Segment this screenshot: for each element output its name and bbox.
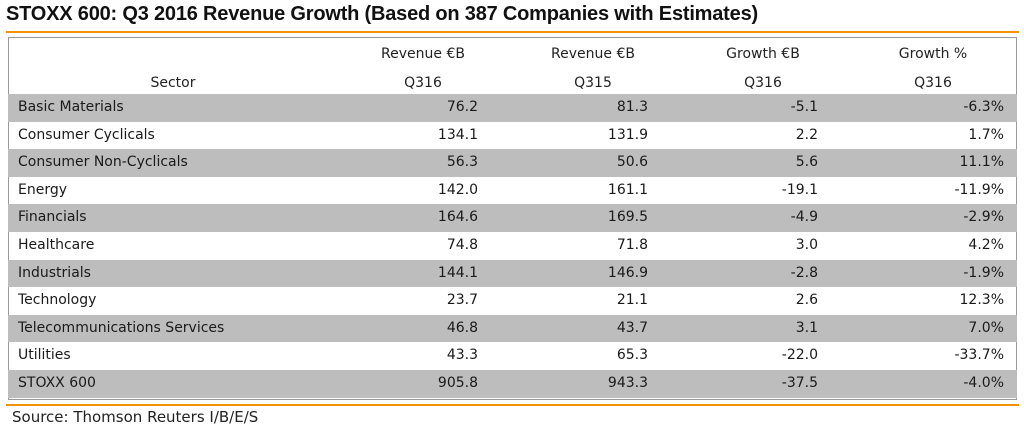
table-row: Telecommunications Services 46.8 43.7 3.… — [8, 314, 1017, 343]
cell-growth-pct: 12.3% — [959, 292, 1004, 309]
cell-sector: Consumer Non-Cyclicals — [18, 154, 188, 171]
cell-growth-eur: 3.0 — [795, 236, 818, 253]
cell-growth-eur: -22.0 — [781, 347, 818, 364]
cell-revenue-q315: 169.5 — [607, 209, 648, 226]
header-revenue-q315-line2: Q315 — [574, 75, 612, 91]
cell-total-growth-pct: -4.0% — [963, 374, 1004, 391]
cell-sector: Utilities — [18, 347, 71, 364]
table-row: Financials 164.6 169.5 -4.9 -2.9% — [8, 204, 1017, 232]
header-growth-eur-line1: Growth €B — [726, 46, 800, 62]
cell-growth-pct: -33.7% — [954, 347, 1004, 364]
cell-revenue-q315: 65.3 — [616, 347, 648, 364]
cell-growth-pct: -2.9% — [963, 209, 1004, 226]
cell-growth-pct: 1.7% — [968, 126, 1004, 143]
cell-growth-pct: -1.9% — [963, 264, 1004, 281]
title-divider — [6, 31, 1019, 33]
header-growth-eur-line2: Q316 — [744, 75, 782, 91]
table-row: Healthcare 74.8 71.8 3.0 4.2% — [8, 232, 1017, 260]
cell-growth-eur: -5.1 — [790, 99, 818, 115]
header-revenue-q315-line1: Revenue €B — [551, 46, 635, 62]
footer-divider — [6, 404, 1019, 406]
cell-growth-eur: -19.1 — [781, 181, 818, 198]
revenue-table: Sector Revenue €B Q316 Revenue €B Q315 G… — [8, 37, 1017, 398]
source-note: Source: Thomson Reuters I/B/E/S — [12, 408, 259, 426]
table-row: Basic Materials 76.2 81.3 -5.1 -6.3% — [8, 94, 1017, 122]
table-row: Technology 23.7 21.1 2.6 12.3% — [8, 287, 1017, 315]
header-revenue-q316: Revenue €B Q316 — [358, 37, 488, 94]
cell-revenue-q316: 56.3 — [446, 154, 478, 171]
cell-total-revenue-q315: 943.3 — [607, 374, 648, 391]
cell-revenue-q316: 164.6 — [437, 209, 478, 226]
header-revenue-q316-line2: Q316 — [404, 75, 442, 91]
cell-revenue-q316: 134.1 — [437, 126, 478, 143]
cell-revenue-q316: 46.8 — [446, 319, 478, 336]
cell-sector: Basic Materials — [18, 99, 124, 115]
cell-total-sector: STOXX 600 — [18, 374, 96, 391]
table-row: Utilities 43.3 65.3 -22.0 -33.7% — [8, 342, 1017, 370]
table-title: STOXX 600: Q3 2016 Revenue Growth (Based… — [6, 3, 758, 25]
cell-growth-eur: 2.2 — [795, 126, 818, 143]
header-growth-pct-line2: Q316 — [914, 75, 952, 91]
cell-sector: Financials — [18, 209, 87, 226]
cell-growth-eur: 3.1 — [795, 319, 818, 336]
cell-sector: Industrials — [18, 264, 91, 281]
cell-growth-pct: 4.2% — [968, 236, 1004, 253]
cell-growth-pct: -11.9% — [954, 181, 1004, 198]
cell-sector: Energy — [18, 181, 68, 198]
table-row: Consumer Cyclicals 134.1 131.9 2.2 1.7% — [8, 122, 1017, 150]
header-revenue-q315: Revenue €B Q315 — [528, 37, 658, 94]
cell-sector: Technology — [18, 292, 97, 309]
cell-revenue-q316: 74.8 — [446, 236, 478, 253]
header-growth-pct-line1: Growth % — [898, 46, 968, 62]
cell-revenue-q315: 71.8 — [616, 236, 648, 253]
table-row: Energy 142.0 161.1 -19.1 -11.9% — [8, 177, 1017, 205]
cell-revenue-q316: 23.7 — [446, 292, 478, 309]
cell-growth-eur: 2.6 — [795, 292, 818, 309]
header-revenue-q316-line1: Revenue €B — [381, 46, 465, 62]
cell-revenue-q316: 43.3 — [446, 347, 478, 364]
cell-sector: Consumer Cyclicals — [18, 126, 155, 143]
cell-revenue-q315: 161.1 — [607, 181, 648, 198]
cell-sector: Telecommunications Services — [18, 319, 225, 336]
cell-revenue-q316: 144.1 — [437, 264, 478, 281]
cell-growth-eur: -4.9 — [790, 209, 818, 226]
cell-growth-eur: -2.8 — [790, 264, 818, 281]
cell-total-growth-eur: -37.5 — [781, 374, 818, 391]
cell-revenue-q316: 142.0 — [437, 181, 478, 198]
header-sector: Sector — [98, 37, 248, 94]
cell-total-revenue-q316: 905.8 — [437, 374, 478, 391]
cell-revenue-q315: 81.3 — [616, 99, 648, 115]
cell-growth-pct: -6.3% — [963, 99, 1004, 115]
table-header: Sector Revenue €B Q316 Revenue €B Q315 G… — [8, 37, 1017, 94]
cell-revenue-q316: 76.2 — [446, 99, 478, 115]
table-row: Consumer Non-Cyclicals 56.3 50.6 5.6 11.… — [8, 149, 1017, 177]
cell-revenue-q315: 43.7 — [616, 319, 648, 336]
cell-growth-eur: 5.6 — [795, 154, 818, 171]
cell-growth-pct: 7.0% — [968, 319, 1004, 336]
header-sector-label: Sector — [150, 75, 196, 91]
cell-revenue-q315: 50.6 — [616, 154, 648, 171]
table-row: Industrials 144.1 146.9 -2.8 -1.9% — [8, 259, 1017, 288]
cell-sector: Healthcare — [18, 236, 95, 253]
cell-growth-pct: 11.1% — [959, 154, 1004, 171]
header-growth-pct: Growth % Q316 — [868, 37, 998, 94]
header-growth-eur: Growth €B Q316 — [698, 37, 828, 94]
cell-revenue-q315: 146.9 — [607, 264, 648, 281]
cell-revenue-q315: 21.1 — [616, 292, 648, 309]
cell-revenue-q315: 131.9 — [607, 126, 648, 143]
table-total-row: STOXX 600 905.8 943.3 -37.5 -4.0% — [8, 369, 1017, 398]
